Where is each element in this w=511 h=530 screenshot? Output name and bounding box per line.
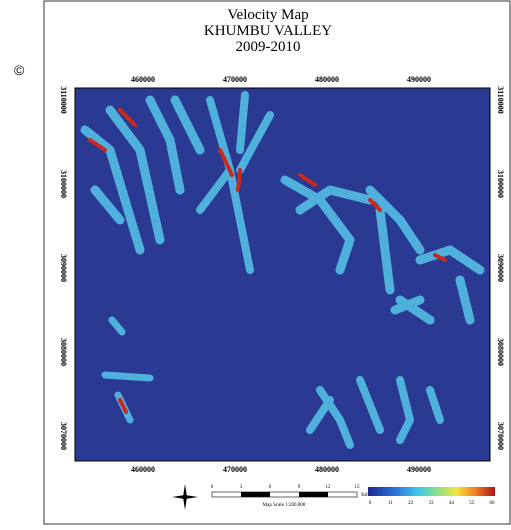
scale-label: 6 [269, 485, 272, 490]
x-tick-label: 490000 [407, 465, 431, 474]
scale-note: Map Scale 1:200,000 [263, 503, 306, 508]
x-tick-label: 480000 [315, 465, 339, 474]
x-ticks: 460000 460000 470000 470000 480000 480000 4900… [131, 75, 431, 474]
x-tick-label: 460000 [131, 75, 155, 84]
y-tick-label: 3100000 [59, 170, 68, 198]
y-ticks: 3110000 3110000 3100000 3100000 3090000 30900… [59, 86, 505, 450]
scale-label: 3 [240, 485, 243, 490]
scale-bar [211, 491, 358, 498]
y-tick-label: 3090000 [59, 254, 68, 282]
legend-label: 66 [490, 501, 496, 506]
x-tick-label: 460000 [131, 465, 155, 474]
copyright: © [14, 62, 25, 78]
scale-label: 15 [355, 485, 361, 490]
y-tick-label: 3080000 [496, 338, 505, 366]
legend-label: 55 [469, 501, 475, 506]
x-tick-label: 470000 [223, 465, 247, 474]
legend-label: 44 [449, 501, 455, 506]
legend-label: 11 [388, 501, 393, 506]
y-tick-label: 3070000 [59, 422, 68, 450]
y-tick-label: 3090000 [496, 254, 505, 282]
legend-label: 0 [369, 501, 372, 506]
x-tick-label: 490000 [407, 75, 431, 84]
scale-label: 12 [326, 485, 332, 490]
glaciers [80, 91, 485, 449]
north-arrow [172, 484, 198, 510]
y-tick-label: 3080000 [59, 338, 68, 366]
x-tick-label: 470000 [223, 75, 247, 84]
y-tick-label: 3110000 [59, 86, 68, 114]
scale-label: 0 [211, 485, 214, 490]
scale-unit: Km [361, 493, 369, 498]
x-tick-label: 480000 [315, 75, 339, 84]
legend-ticks: 0 11 22 33 44 55 66 [369, 501, 495, 506]
color-bar [368, 487, 495, 496]
title-line: 2009-2010 [236, 39, 301, 55]
title-line: Velocity Map [227, 7, 308, 23]
y-tick-label: 3110000 [496, 86, 505, 114]
scale-label: 9 [298, 485, 301, 490]
legend-label: 22 [408, 501, 414, 506]
y-tick-label: 3070000 [496, 422, 505, 450]
y-tick-label: 3100000 [496, 170, 505, 198]
legend-label: 33 [429, 501, 435, 506]
title-line: KHUMBU VALLEY [204, 23, 332, 39]
